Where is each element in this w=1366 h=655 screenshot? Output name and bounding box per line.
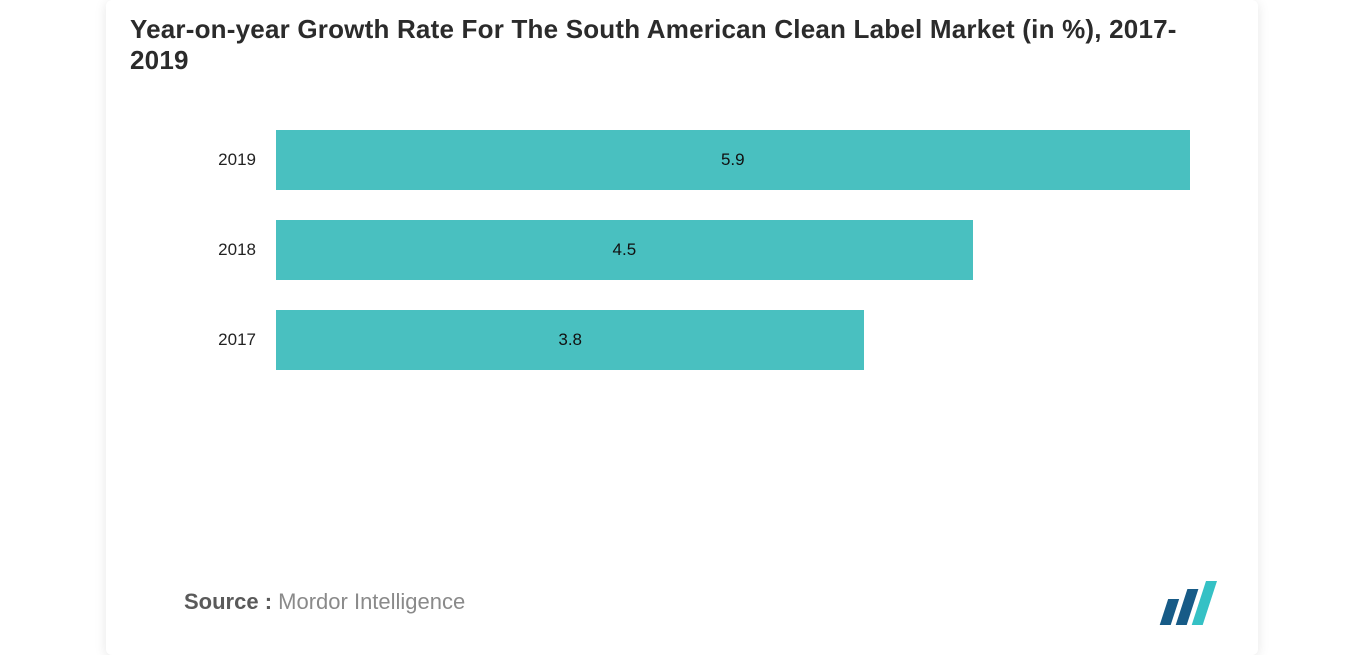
bar: 3.8	[276, 310, 864, 370]
bar-row: 20173.8	[276, 310, 1236, 370]
bar: 4.5	[276, 220, 973, 280]
bar-value-label: 3.8	[558, 330, 582, 350]
chart-card: Year-on-year Growth Rate For The South A…	[106, 0, 1258, 655]
bar-row: 20195.9	[276, 130, 1236, 190]
chart-title: Year-on-year Growth Rate For The South A…	[130, 14, 1234, 76]
source-line: Source : Mordor Intelligence	[184, 589, 465, 615]
category-label: 2019	[166, 150, 256, 170]
source-name: Mordor Intelligence	[278, 589, 465, 614]
bar-value-label: 5.9	[721, 150, 745, 170]
source-label: Source :	[184, 589, 272, 614]
bar-row: 20184.5	[276, 220, 1236, 280]
category-label: 2017	[166, 330, 256, 350]
category-label: 2018	[166, 240, 256, 260]
bar: 5.9	[276, 130, 1190, 190]
bar-value-label: 4.5	[613, 240, 637, 260]
bar-chart: 20195.9 20184.5 20173.8	[276, 130, 1236, 430]
brand-logo-icon	[1158, 581, 1230, 625]
